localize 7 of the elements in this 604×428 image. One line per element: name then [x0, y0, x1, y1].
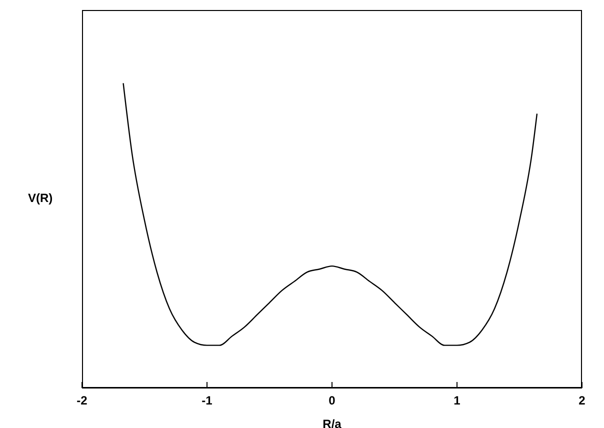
- x-tick-label: -1: [202, 394, 213, 408]
- x-tick-label: -2: [76, 394, 88, 408]
- x-tick-label: 1: [454, 394, 461, 408]
- x-tick-label: 2: [578, 394, 586, 408]
- y-axis-title: V(R): [28, 191, 53, 205]
- x-tick-label: 0: [328, 394, 336, 408]
- x-axis-title: R/a: [322, 417, 342, 428]
